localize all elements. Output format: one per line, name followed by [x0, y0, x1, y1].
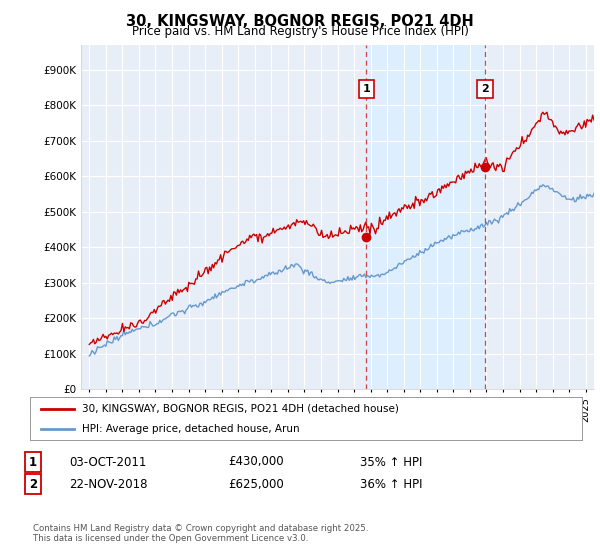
Text: Price paid vs. HM Land Registry's House Price Index (HPI): Price paid vs. HM Land Registry's House … [131, 25, 469, 38]
Bar [367, 45, 485, 389]
Text: 1: 1 [29, 455, 37, 469]
Text: 30, KINGSWAY, BOGNOR REGIS, PO21 4DH: 30, KINGSWAY, BOGNOR REGIS, PO21 4DH [126, 14, 474, 29]
Text: 36% ↑ HPI: 36% ↑ HPI [360, 478, 422, 491]
Text: £430,000: £430,000 [228, 455, 284, 469]
Text: HPI: Average price, detached house, Arun: HPI: Average price, detached house, Arun [82, 424, 300, 435]
Text: 2: 2 [481, 84, 488, 94]
Text: 2: 2 [29, 478, 37, 491]
Text: 30, KINGSWAY, BOGNOR REGIS, PO21 4DH (detached house): 30, KINGSWAY, BOGNOR REGIS, PO21 4DH (de… [82, 404, 400, 414]
Text: 1: 1 [362, 84, 370, 94]
Text: £625,000: £625,000 [228, 478, 284, 491]
Text: 22-NOV-2018: 22-NOV-2018 [69, 478, 148, 491]
Text: 03-OCT-2011: 03-OCT-2011 [69, 455, 146, 469]
Text: 35% ↑ HPI: 35% ↑ HPI [360, 455, 422, 469]
Text: Contains HM Land Registry data © Crown copyright and database right 2025.
This d: Contains HM Land Registry data © Crown c… [33, 524, 368, 543]
